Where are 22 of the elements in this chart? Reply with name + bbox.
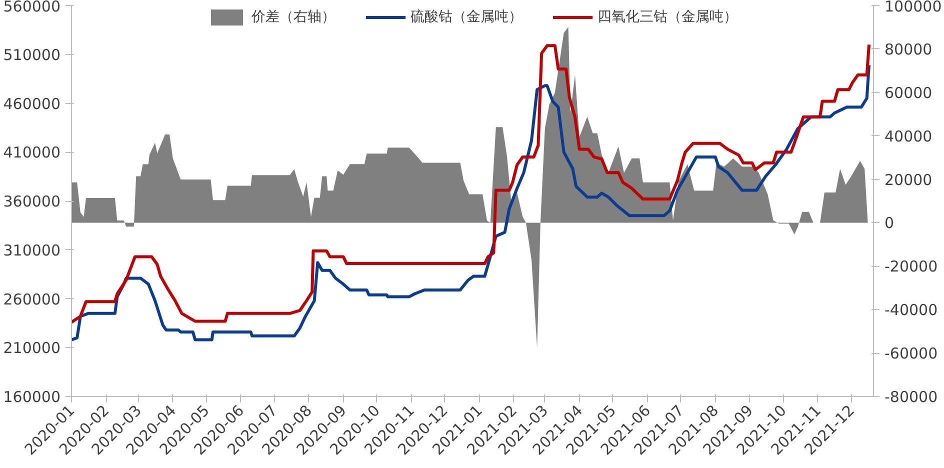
y-tick-label: 310000 [3, 241, 61, 260]
y2-tick-label: 40000 [884, 127, 932, 146]
y-tick-label: 260000 [3, 290, 61, 308]
y2-tick-label: 100000 [884, 0, 942, 16]
y2-tick-label: -40000 [884, 301, 938, 320]
y2-tick-label: 20000 [884, 170, 932, 189]
legend-label: 硫酸钴（金属吨） [410, 8, 522, 26]
y-tick-label: 460000 [3, 94, 61, 113]
y2-tick-label: -60000 [884, 344, 938, 363]
y-tick-label: 410000 [3, 144, 61, 162]
y-tick-label: 160000 [3, 388, 61, 406]
y-tick-label: 360000 [3, 192, 61, 210]
y-tick-label: 560000 [3, 0, 61, 16]
y2-tick-label: 0 [884, 214, 894, 232]
legend-label: 四氧化三钴（金属吨） [598, 8, 738, 26]
y-tick-label: 510000 [3, 46, 61, 64]
y2-tick-label: 80000 [884, 40, 932, 58]
y-tick-label: 210000 [3, 339, 61, 358]
y2-tick-label: -20000 [884, 258, 938, 276]
y2-tick-label: -80000 [884, 388, 938, 406]
legend-label: 价差（右轴） [252, 8, 336, 26]
y2-tick-label: 60000 [884, 84, 932, 102]
